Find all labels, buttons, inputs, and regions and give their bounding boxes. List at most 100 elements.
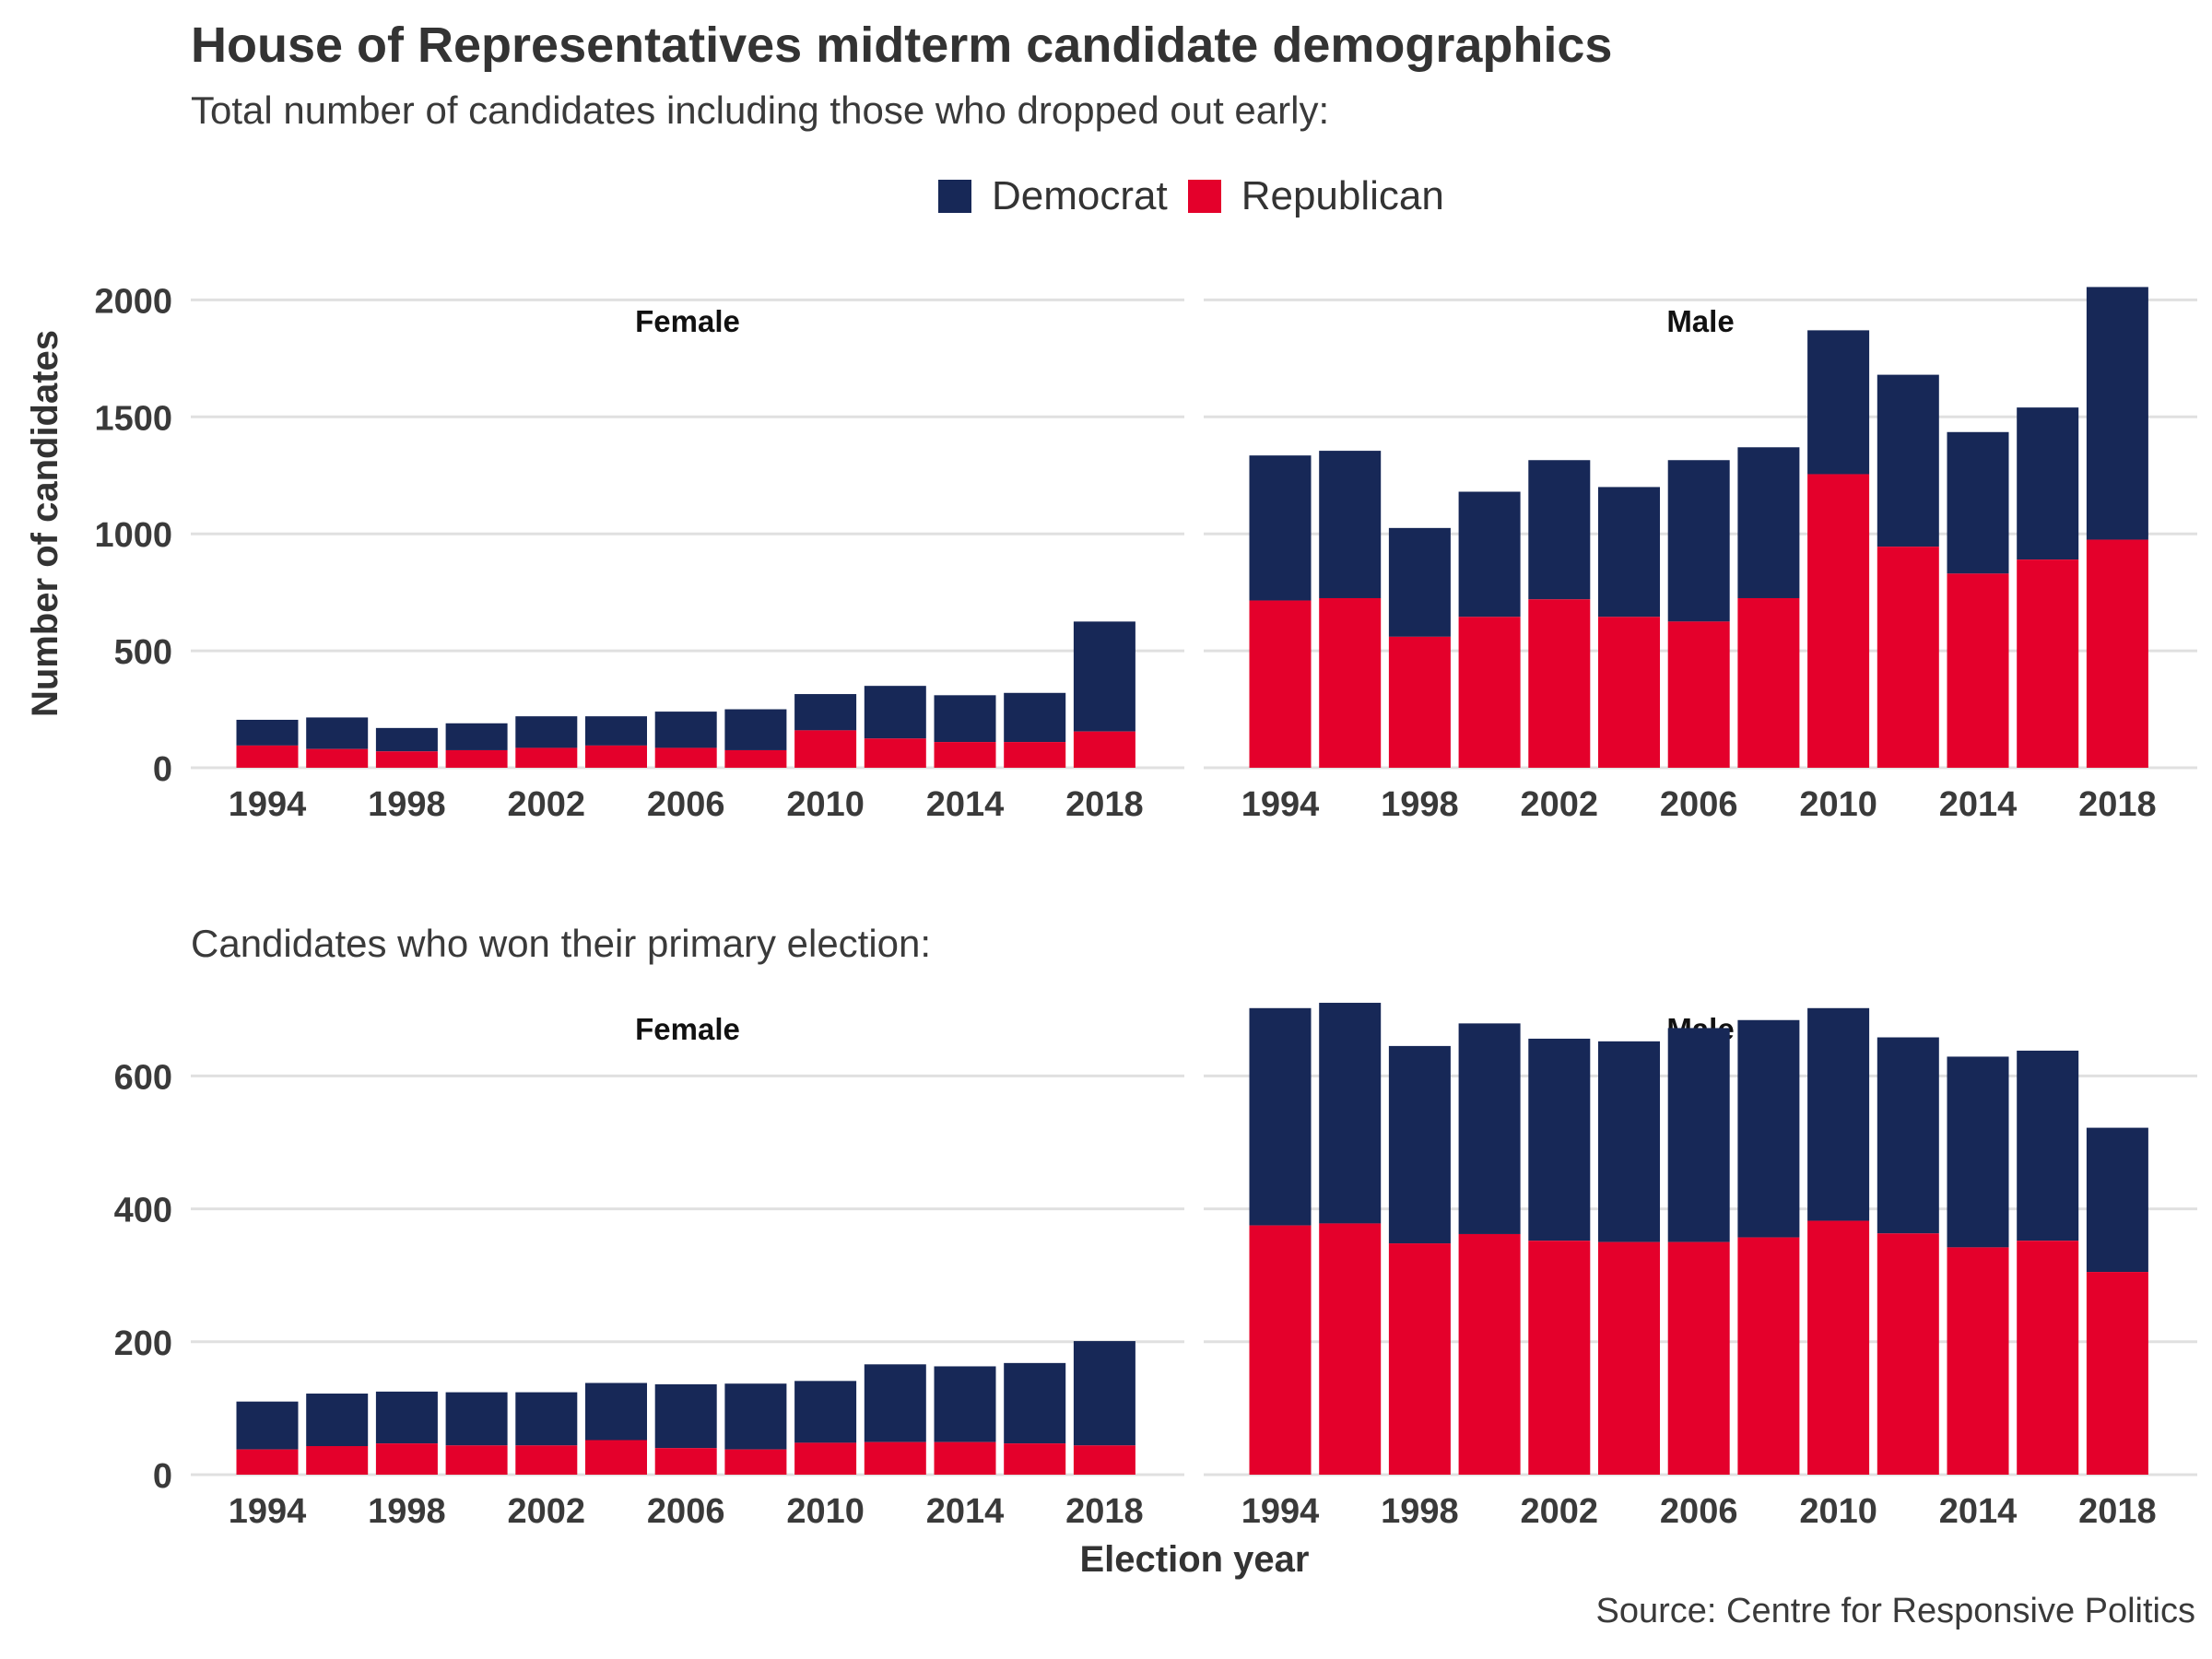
bar-democrat-1996	[1319, 451, 1382, 598]
bar-democrat-2012	[864, 686, 926, 739]
bar-democrat-2004	[1598, 1041, 1660, 1242]
bar-republican-1996	[306, 1445, 369, 1475]
x-tick-label: 2014	[1939, 785, 2018, 824]
chart-title: House of Representatives midterm candida…	[191, 18, 1613, 73]
bar-republican-1998	[375, 751, 438, 768]
bar-democrat-2002	[1528, 460, 1591, 600]
bar-democrat-2000	[1458, 1023, 1521, 1234]
x-tick-label: 2002	[1521, 785, 1599, 824]
subtitle-total: Total number of candidates including tho…	[191, 88, 1330, 132]
x-tick-label: 1998	[368, 785, 446, 824]
bar-republican-2012	[1877, 1233, 1939, 1475]
bar-democrat-2016	[1004, 692, 1066, 743]
bar-republican-2006	[654, 1448, 717, 1475]
y-tick-label: 1000	[94, 516, 172, 555]
x-tick-label: 2014	[926, 785, 1005, 824]
bar-republican-2000	[1458, 1233, 1521, 1475]
bar-republican-2016	[2017, 1241, 2079, 1475]
bar-democrat-1994	[1249, 455, 1312, 601]
bar-democrat-1994	[236, 1401, 299, 1450]
bar-republican-2002	[515, 747, 578, 768]
subtitle-primary: Candidates who won their primary electio…	[191, 922, 932, 965]
bar-republican-2018	[1073, 1445, 1135, 1475]
bar-democrat-2018	[2086, 1127, 2148, 1273]
source-note: Source: Centre for Responsive Politics	[1595, 1592, 2195, 1630]
bar-democrat-1996	[1319, 1003, 1382, 1224]
bar-republican-2008	[724, 749, 787, 768]
bar-democrat-2016	[2017, 407, 2079, 560]
bar-republican-1998	[1388, 1243, 1451, 1475]
x-tick-label: 2002	[1521, 1492, 1599, 1531]
y-tick-label: 600	[114, 1058, 172, 1097]
bar-democrat-2010	[794, 694, 857, 731]
bar-democrat-2010	[1807, 330, 1870, 475]
x-tick-label: 2018	[2078, 785, 2157, 824]
x-tick-label: 1998	[1381, 785, 1459, 824]
bar-democrat-2000	[1458, 491, 1521, 618]
bar-republican-2006	[1667, 621, 1730, 768]
bar-republican-1996	[306, 748, 369, 768]
facet-label-female: Female	[635, 1012, 740, 1046]
bar-democrat-1996	[306, 1394, 369, 1446]
bar-republican-2018	[2086, 1272, 2148, 1475]
x-tick-label: 1994	[1241, 785, 1320, 824]
x-tick-label: 2006	[1660, 785, 1738, 824]
legend-item-republican: Republican	[1187, 173, 1444, 219]
bar-republican-2006	[654, 747, 717, 768]
bar-republican-2012	[864, 738, 926, 768]
y-tick-label: 1500	[94, 399, 172, 438]
bar-republican-1994	[236, 745, 299, 768]
bar-democrat-2018	[1073, 621, 1135, 732]
bar-democrat-1996	[306, 717, 369, 749]
x-tick-label: 2010	[1799, 785, 1877, 824]
bar-democrat-2016	[1004, 1362, 1066, 1444]
legend: Democrat Republican	[938, 173, 1465, 219]
x-tick-label: 1994	[229, 1492, 307, 1531]
bar-democrat-2014	[1947, 1056, 2009, 1248]
bar-republican-2014	[1947, 573, 2009, 768]
facet-label-female: Female	[635, 304, 740, 338]
x-tick-label: 2002	[508, 1492, 586, 1531]
bar-republican-2016	[1004, 1443, 1066, 1475]
x-tick-label: 1994	[1241, 1492, 1320, 1531]
bar-democrat-2004	[585, 1382, 647, 1441]
bar-republican-2004	[1598, 1241, 1660, 1475]
bar-republican-2012	[864, 1441, 926, 1475]
legend-label-republican: Republican	[1241, 173, 1444, 218]
bar-republican-2002	[1528, 599, 1591, 768]
bar-republican-2000	[445, 749, 508, 768]
bar-republican-2010	[1807, 1220, 1870, 1475]
x-tick-label: 2006	[647, 1492, 725, 1531]
x-tick-label: 2006	[1660, 1492, 1738, 1531]
bar-republican-2014	[1947, 1247, 2009, 1475]
y-tick-label: 400	[114, 1192, 172, 1230]
bar-republican-1994	[1249, 1225, 1312, 1475]
x-tick-label: 2002	[508, 785, 586, 824]
bar-republican-2016	[2017, 559, 2079, 768]
x-tick-label: 2014	[1939, 1492, 2018, 1531]
x-tick-label: 2010	[786, 785, 865, 824]
x-tick-label: 1998	[368, 1492, 446, 1531]
legend-swatch-republican	[1187, 180, 1221, 213]
x-tick-label: 1998	[1381, 1492, 1459, 1531]
bar-democrat-2014	[934, 695, 996, 743]
bar-democrat-2004	[1598, 487, 1660, 618]
bar-republican-1998	[1388, 636, 1451, 768]
bar-republican-2004	[1598, 617, 1660, 768]
x-tick-label: 2010	[1799, 1492, 1877, 1531]
bar-democrat-2006	[654, 712, 717, 748]
bar-republican-2012	[1877, 547, 1939, 768]
legend-item-democrat: Democrat	[938, 173, 1168, 219]
bar-republican-1996	[1319, 1223, 1382, 1475]
bar-democrat-2014	[934, 1366, 996, 1442]
bar-republican-2008	[1737, 1237, 1800, 1475]
bar-democrat-2012	[1877, 374, 1939, 547]
bar-democrat-2006	[1667, 460, 1730, 622]
y-axis-title: Number of candidates	[25, 330, 65, 717]
y-tick-label: 500	[114, 633, 172, 672]
bar-republican-2014	[934, 742, 996, 768]
bar-democrat-2008	[724, 709, 787, 750]
bar-democrat-2002	[1528, 1038, 1591, 1241]
bar-democrat-2016	[2017, 1050, 2079, 1241]
